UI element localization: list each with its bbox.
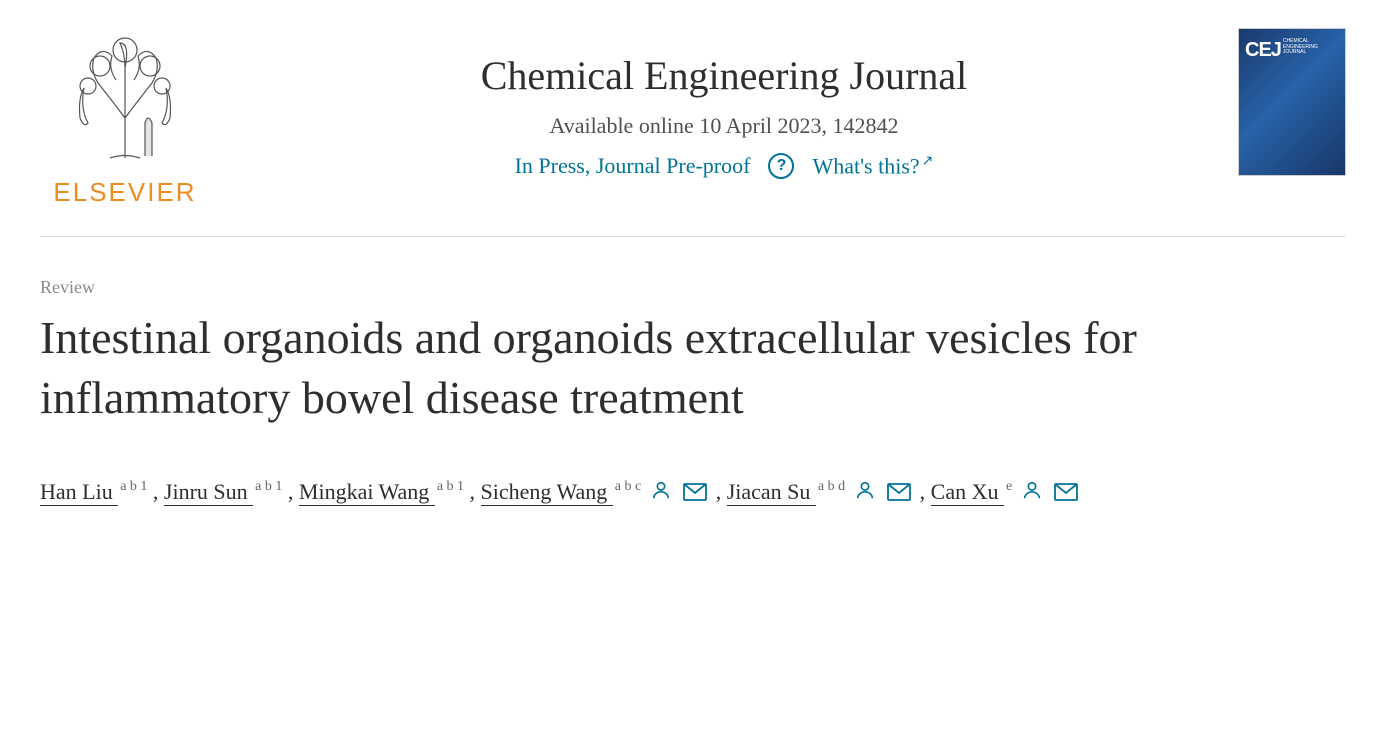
author-affiliations: a b 1 [255, 479, 282, 494]
author-name: Mingkai Wang [299, 479, 435, 506]
mail-icon[interactable] [1054, 470, 1078, 517]
separator: , [147, 479, 164, 504]
press-status: In Press, Journal Pre-proof [515, 153, 751, 179]
journal-info-block: Chemical Engineering Journal Available o… [210, 28, 1238, 179]
author-affiliations: a b 1 [120, 479, 147, 494]
separator: , [710, 479, 727, 504]
author[interactable]: Can Xu e [931, 479, 1013, 504]
author[interactable]: Mingkai Wang a b 1 [299, 479, 464, 504]
status-row: In Press, Journal Pre-proof ? What's thi… [515, 153, 934, 179]
help-icon[interactable]: ? [768, 153, 794, 179]
author[interactable]: Han Liu a b 1 [40, 479, 147, 504]
article-title: Intestinal organoids and organoids extra… [40, 308, 1220, 428]
person-icon[interactable] [650, 470, 672, 517]
author-affiliations: a b 1 [437, 479, 464, 494]
whats-this-label: What's this? [812, 153, 919, 178]
author-name: Han Liu [40, 479, 118, 506]
author[interactable]: Jinru Sun a b 1 [164, 479, 282, 504]
person-icon[interactable] [1021, 470, 1043, 517]
journal-title[interactable]: Chemical Engineering Journal [210, 52, 1238, 99]
external-arrow-icon: ↗ [922, 154, 934, 169]
cover-subtitle: CHEMICAL ENGINEERING JOURNAL [1283, 39, 1339, 56]
author-name: Jiacan Su [727, 479, 816, 506]
author[interactable]: Sicheng Wang a b c [481, 479, 642, 504]
author[interactable]: Jiacan Su a b d [727, 479, 845, 504]
author-name: Can Xu [931, 479, 1004, 506]
article-type: Review [40, 277, 1346, 298]
person-icon[interactable] [854, 470, 876, 517]
availability-text: Available online 10 April 2023, 142842 [210, 113, 1238, 139]
separator: , [914, 479, 931, 504]
author-affiliations: a b d [818, 479, 845, 494]
author-affiliations: e [1006, 479, 1012, 494]
whats-this-link[interactable]: What's this?↗ [812, 153, 933, 179]
mail-icon[interactable] [683, 470, 707, 517]
cover-abbr: CEJ [1245, 39, 1281, 62]
separator: , [282, 479, 299, 504]
journal-cover[interactable]: CEJ CHEMICAL ENGINEERING JOURNAL [1238, 28, 1346, 176]
journal-header: ELSEVIER Chemical Engineering Journal Av… [40, 28, 1346, 237]
author-name: Sicheng Wang [481, 479, 613, 506]
author-list: Han Liu a b 1 , Jinru Sun a b 1 , Mingka… [40, 468, 1220, 518]
author-name: Jinru Sun [164, 479, 253, 506]
publisher-logo[interactable]: ELSEVIER [40, 28, 210, 208]
elsevier-tree-icon [50, 28, 200, 168]
author-affiliations: a b c [615, 479, 641, 494]
separator: , [464, 479, 481, 504]
mail-icon[interactable] [887, 470, 911, 517]
publisher-name: ELSEVIER [40, 177, 210, 208]
article-meta: Review Intestinal organoids and organoid… [40, 277, 1346, 517]
